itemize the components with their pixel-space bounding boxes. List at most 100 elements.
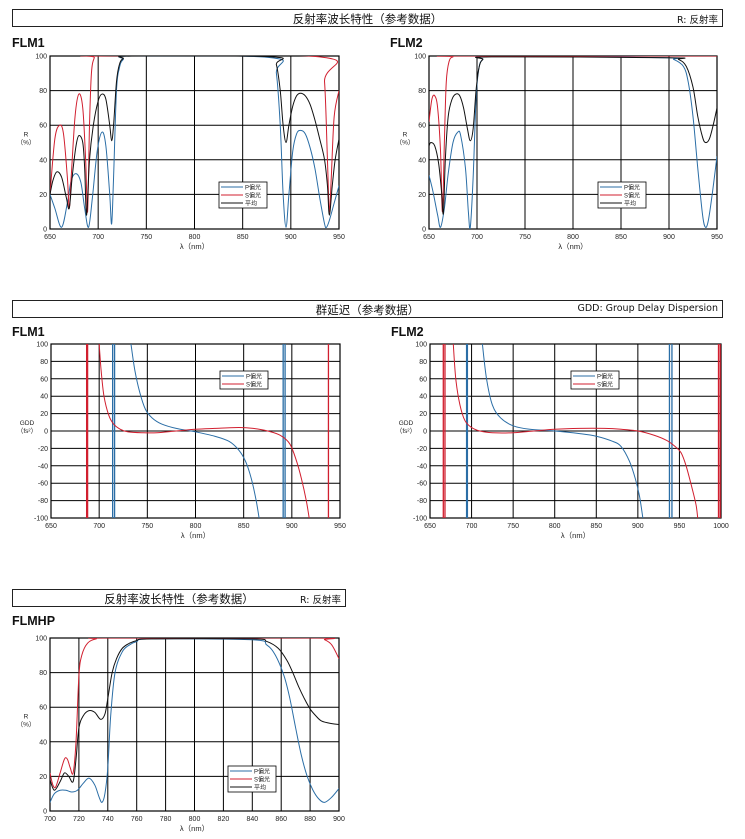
y-tick-label: 40 bbox=[419, 394, 427, 401]
y-axis-label: R bbox=[24, 132, 29, 139]
y-tick-label: 60 bbox=[40, 376, 48, 383]
y-axis-label: GDD bbox=[399, 420, 414, 427]
x-tick-label: 950 bbox=[334, 523, 346, 530]
section-note: R: 反射率 bbox=[299, 595, 341, 606]
series-line-1 bbox=[429, 56, 717, 213]
series-line-0 bbox=[50, 638, 339, 803]
x-tick-label: 720 bbox=[73, 816, 85, 823]
plot-frame bbox=[50, 343, 341, 519]
legend-label: P偏光 bbox=[597, 373, 613, 381]
x-tick-label: 900 bbox=[663, 234, 675, 241]
y-tick-label: -80 bbox=[38, 498, 48, 505]
y-tick-label: -60 bbox=[417, 481, 427, 488]
chart-title-flm2-gdd: FLM2 bbox=[391, 325, 424, 339]
plot-frame bbox=[429, 343, 722, 519]
x-tick-label: 760 bbox=[131, 816, 143, 823]
y-tick-label: 40 bbox=[39, 739, 47, 746]
y-tick-label: 80 bbox=[419, 359, 427, 366]
legend-label: 平均 bbox=[624, 200, 636, 208]
y-tick-label: 0 bbox=[422, 227, 426, 234]
x-tick-label: 750 bbox=[507, 523, 519, 530]
y-tick-label: 80 bbox=[418, 88, 426, 95]
x-tick-label: 840 bbox=[246, 816, 258, 823]
plot-area bbox=[85, 344, 330, 518]
x-tick-label: 700 bbox=[471, 234, 483, 241]
y-tick-label: -60 bbox=[38, 481, 48, 488]
plot-area bbox=[442, 344, 721, 518]
legend-label: S偏光 bbox=[624, 192, 640, 200]
x-tick-label: 750 bbox=[519, 234, 531, 241]
plot-area bbox=[50, 56, 339, 229]
chart-0: 650 700 750 800 850 900 950 0 20 40 60 80 100 λ（nm） R（… bbox=[17, 54, 345, 252]
legend-label: P偏光 bbox=[246, 373, 262, 381]
x-tick-label: 750 bbox=[141, 523, 153, 530]
y-tick-label: 100 bbox=[414, 54, 426, 61]
series-line-0 bbox=[481, 344, 644, 518]
x-tick-label: 700 bbox=[92, 234, 104, 241]
series-line-2 bbox=[50, 638, 339, 791]
series-line-1 bbox=[98, 344, 310, 518]
y-tick-label: 0 bbox=[43, 809, 47, 816]
series-line-2 bbox=[429, 56, 717, 215]
chart-title-flm2-reflectance: FLM2 bbox=[390, 36, 423, 50]
x-tick-label: 650 bbox=[44, 234, 56, 241]
x-tick-label: 800 bbox=[189, 816, 201, 823]
chart-1: 650 700 750 800 850 900 950 0 20 40 60 80 100 λ（nm） R（… bbox=[396, 54, 723, 252]
section-note: GDD: Group Delay Dispersion bbox=[577, 303, 718, 314]
x-tick-label: 750 bbox=[140, 234, 152, 241]
y-axis-label: （%） bbox=[396, 139, 415, 147]
section-title: 群延迟（参考数据） bbox=[315, 303, 420, 317]
x-tick-label: 900 bbox=[333, 816, 345, 823]
legend-label: P偏光 bbox=[245, 184, 261, 192]
x-tick-label: 1000 bbox=[713, 523, 729, 530]
x-tick-label: 900 bbox=[632, 523, 644, 530]
y-tick-label: 100 bbox=[35, 54, 47, 61]
series-line-0 bbox=[130, 344, 260, 518]
y-tick-label: 0 bbox=[44, 429, 48, 436]
legend-label: S偏光 bbox=[597, 381, 613, 389]
x-tick-label: 700 bbox=[93, 523, 105, 530]
x-tick-label: 950 bbox=[711, 234, 723, 241]
chart-2: 650 700 750 800 850 900 950 -100 -80 -60 -40 -20 0 20… bbox=[17, 342, 346, 541]
section-title: 反射率波长特性（参考数据） bbox=[104, 592, 254, 606]
y-tick-label: 40 bbox=[418, 157, 426, 164]
series-line-2 bbox=[50, 56, 339, 216]
y-tick-label: 100 bbox=[415, 342, 427, 349]
x-axis-label: λ（nm） bbox=[181, 531, 210, 540]
y-axis-label: （fs²） bbox=[17, 427, 37, 435]
y-tick-label: 80 bbox=[40, 359, 48, 366]
y-tick-label: 60 bbox=[419, 376, 427, 383]
chart-title-flm1-gdd: FLM1 bbox=[12, 325, 45, 339]
x-tick-label: 800 bbox=[190, 523, 202, 530]
y-tick-label: 100 bbox=[35, 636, 47, 643]
chart-4: 700 720 740 760 780 800 820 840 860 880 900 0 20 40 60… bbox=[17, 636, 345, 834]
y-tick-label: -20 bbox=[38, 446, 48, 453]
x-tick-label: 860 bbox=[275, 816, 287, 823]
y-tick-label: 40 bbox=[39, 157, 47, 164]
y-axis-label: （fs²） bbox=[396, 427, 416, 435]
x-tick-label: 850 bbox=[238, 523, 250, 530]
legend-label: P偏光 bbox=[254, 768, 270, 776]
y-tick-label: 0 bbox=[43, 227, 47, 234]
y-tick-label: 80 bbox=[39, 670, 47, 677]
y-tick-label: 60 bbox=[418, 123, 426, 130]
y-tick-label: 0 bbox=[423, 429, 427, 436]
chart-title-flm1-reflectance: FLM1 bbox=[12, 36, 45, 50]
section-note: R: 反射率 bbox=[676, 15, 718, 26]
x-axis-label: λ（nm） bbox=[180, 242, 209, 251]
x-tick-label: 700 bbox=[44, 816, 56, 823]
x-axis-label: λ（nm） bbox=[180, 824, 209, 833]
x-tick-label: 880 bbox=[304, 816, 316, 823]
y-tick-label: 80 bbox=[39, 88, 47, 95]
legend-label: P偏光 bbox=[624, 184, 640, 192]
legend-label: S偏光 bbox=[246, 381, 262, 389]
x-tick-label: 740 bbox=[102, 816, 114, 823]
y-tick-label: 20 bbox=[39, 774, 47, 781]
x-tick-label: 800 bbox=[567, 234, 579, 241]
y-tick-label: 20 bbox=[40, 411, 48, 418]
x-tick-label: 800 bbox=[189, 234, 201, 241]
